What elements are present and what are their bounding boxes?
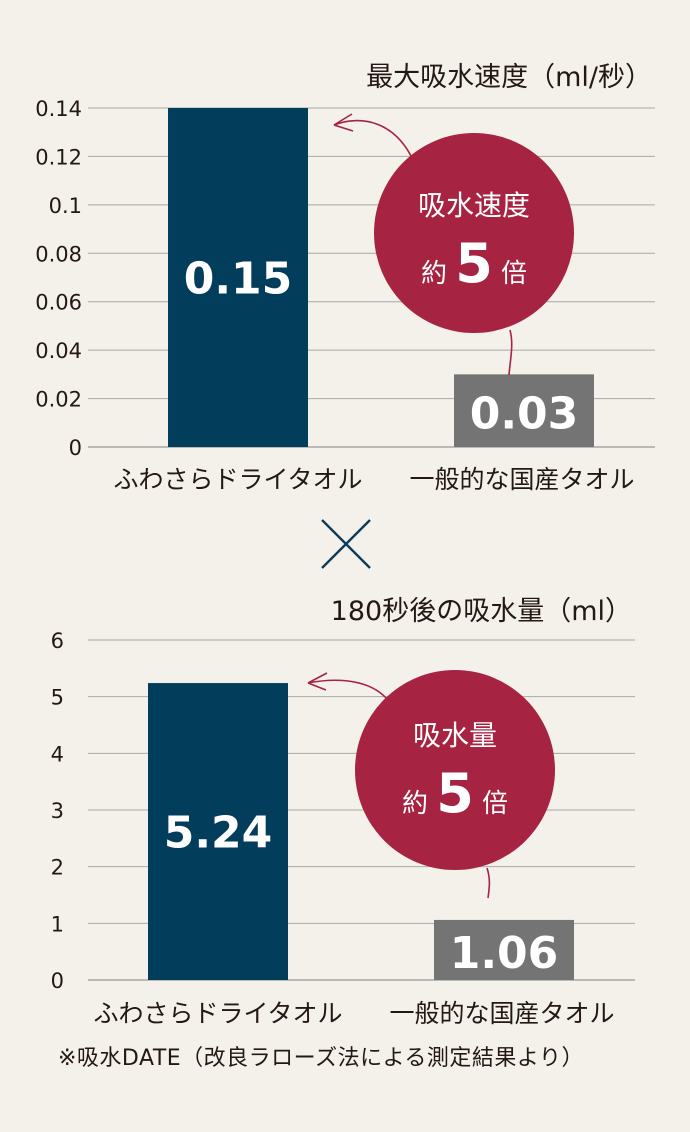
x-category-label: ふわさらドライタオル [93, 999, 342, 1028]
callout-arrowhead [333, 113, 354, 132]
callout-arrow [333, 119, 415, 163]
y-tick-label: 0.1 [49, 194, 82, 218]
y-tick-label: 0.14 [35, 97, 82, 121]
bar-2 [434, 919, 574, 980]
badge-ratio: 約 5 倍 [421, 232, 527, 295]
y-tick-label: 0 [51, 969, 64, 993]
chart-2: 0 1 2 3 4 5 6 180秒後の吸水量（ml） 5.24 ふわさらドライタオル 1.06 一般… [51, 596, 635, 1028]
y-tick-label: 0 [69, 436, 82, 460]
badge-label: 吸水速度 [418, 189, 530, 222]
bar-value-label: 0.03 [470, 389, 579, 440]
callout-arrow [307, 679, 387, 699]
x-category-label: 一般的な国産タオル [389, 999, 614, 1028]
separator-stroke [321, 519, 371, 569]
bar-1 [148, 683, 288, 980]
y-tick-label: 0.06 [35, 291, 82, 315]
footnote: ※吸水DATE（改良ラローズ法による測定結果より） [58, 1046, 584, 1071]
callout-arrowhead [307, 672, 328, 691]
bar-value-label: 0.15 [184, 254, 293, 305]
x-category-label: ふわさらドライタオル [113, 465, 362, 494]
callout-connector [486, 867, 491, 899]
badge-ratio: 約 5 倍 [402, 762, 508, 825]
y-tick-label: 0.02 [35, 388, 82, 412]
separator-times-icon [321, 519, 371, 569]
bar-1 [168, 108, 308, 447]
y-tick-label: 0.04 [35, 339, 82, 363]
x-category-label: 一般的な国産タオル [409, 465, 634, 494]
badge-label: 吸水量 [413, 719, 497, 752]
y-tick-label: 3 [51, 799, 64, 823]
chart-title: 最大吸水速度（ml/秒） [366, 62, 652, 93]
y-tick-label: 5 [51, 686, 64, 710]
y-tick-label: 0.12 [35, 145, 82, 169]
chart-1: 0 0.02 0.04 0.06 0.08 0.1 0.12 0.14 最大吸水速度（ml/秒）… [35, 62, 655, 494]
y-tick-label: 2 [51, 856, 64, 880]
ratio-badge [355, 670, 555, 870]
bar-value-label: 1.06 [450, 928, 559, 979]
chart-title: 180秒後の吸水量（ml） [331, 596, 632, 627]
y-tick-label: 1 [51, 912, 64, 936]
callout-connector [508, 329, 513, 376]
bar-2 [454, 374, 594, 447]
y-tick-label: 6 [51, 629, 64, 653]
y-tick-label: 4 [51, 742, 64, 766]
y-tick-label: 0.08 [35, 242, 82, 266]
bar-value-label: 5.24 [164, 808, 273, 859]
ratio-badge [374, 133, 574, 333]
